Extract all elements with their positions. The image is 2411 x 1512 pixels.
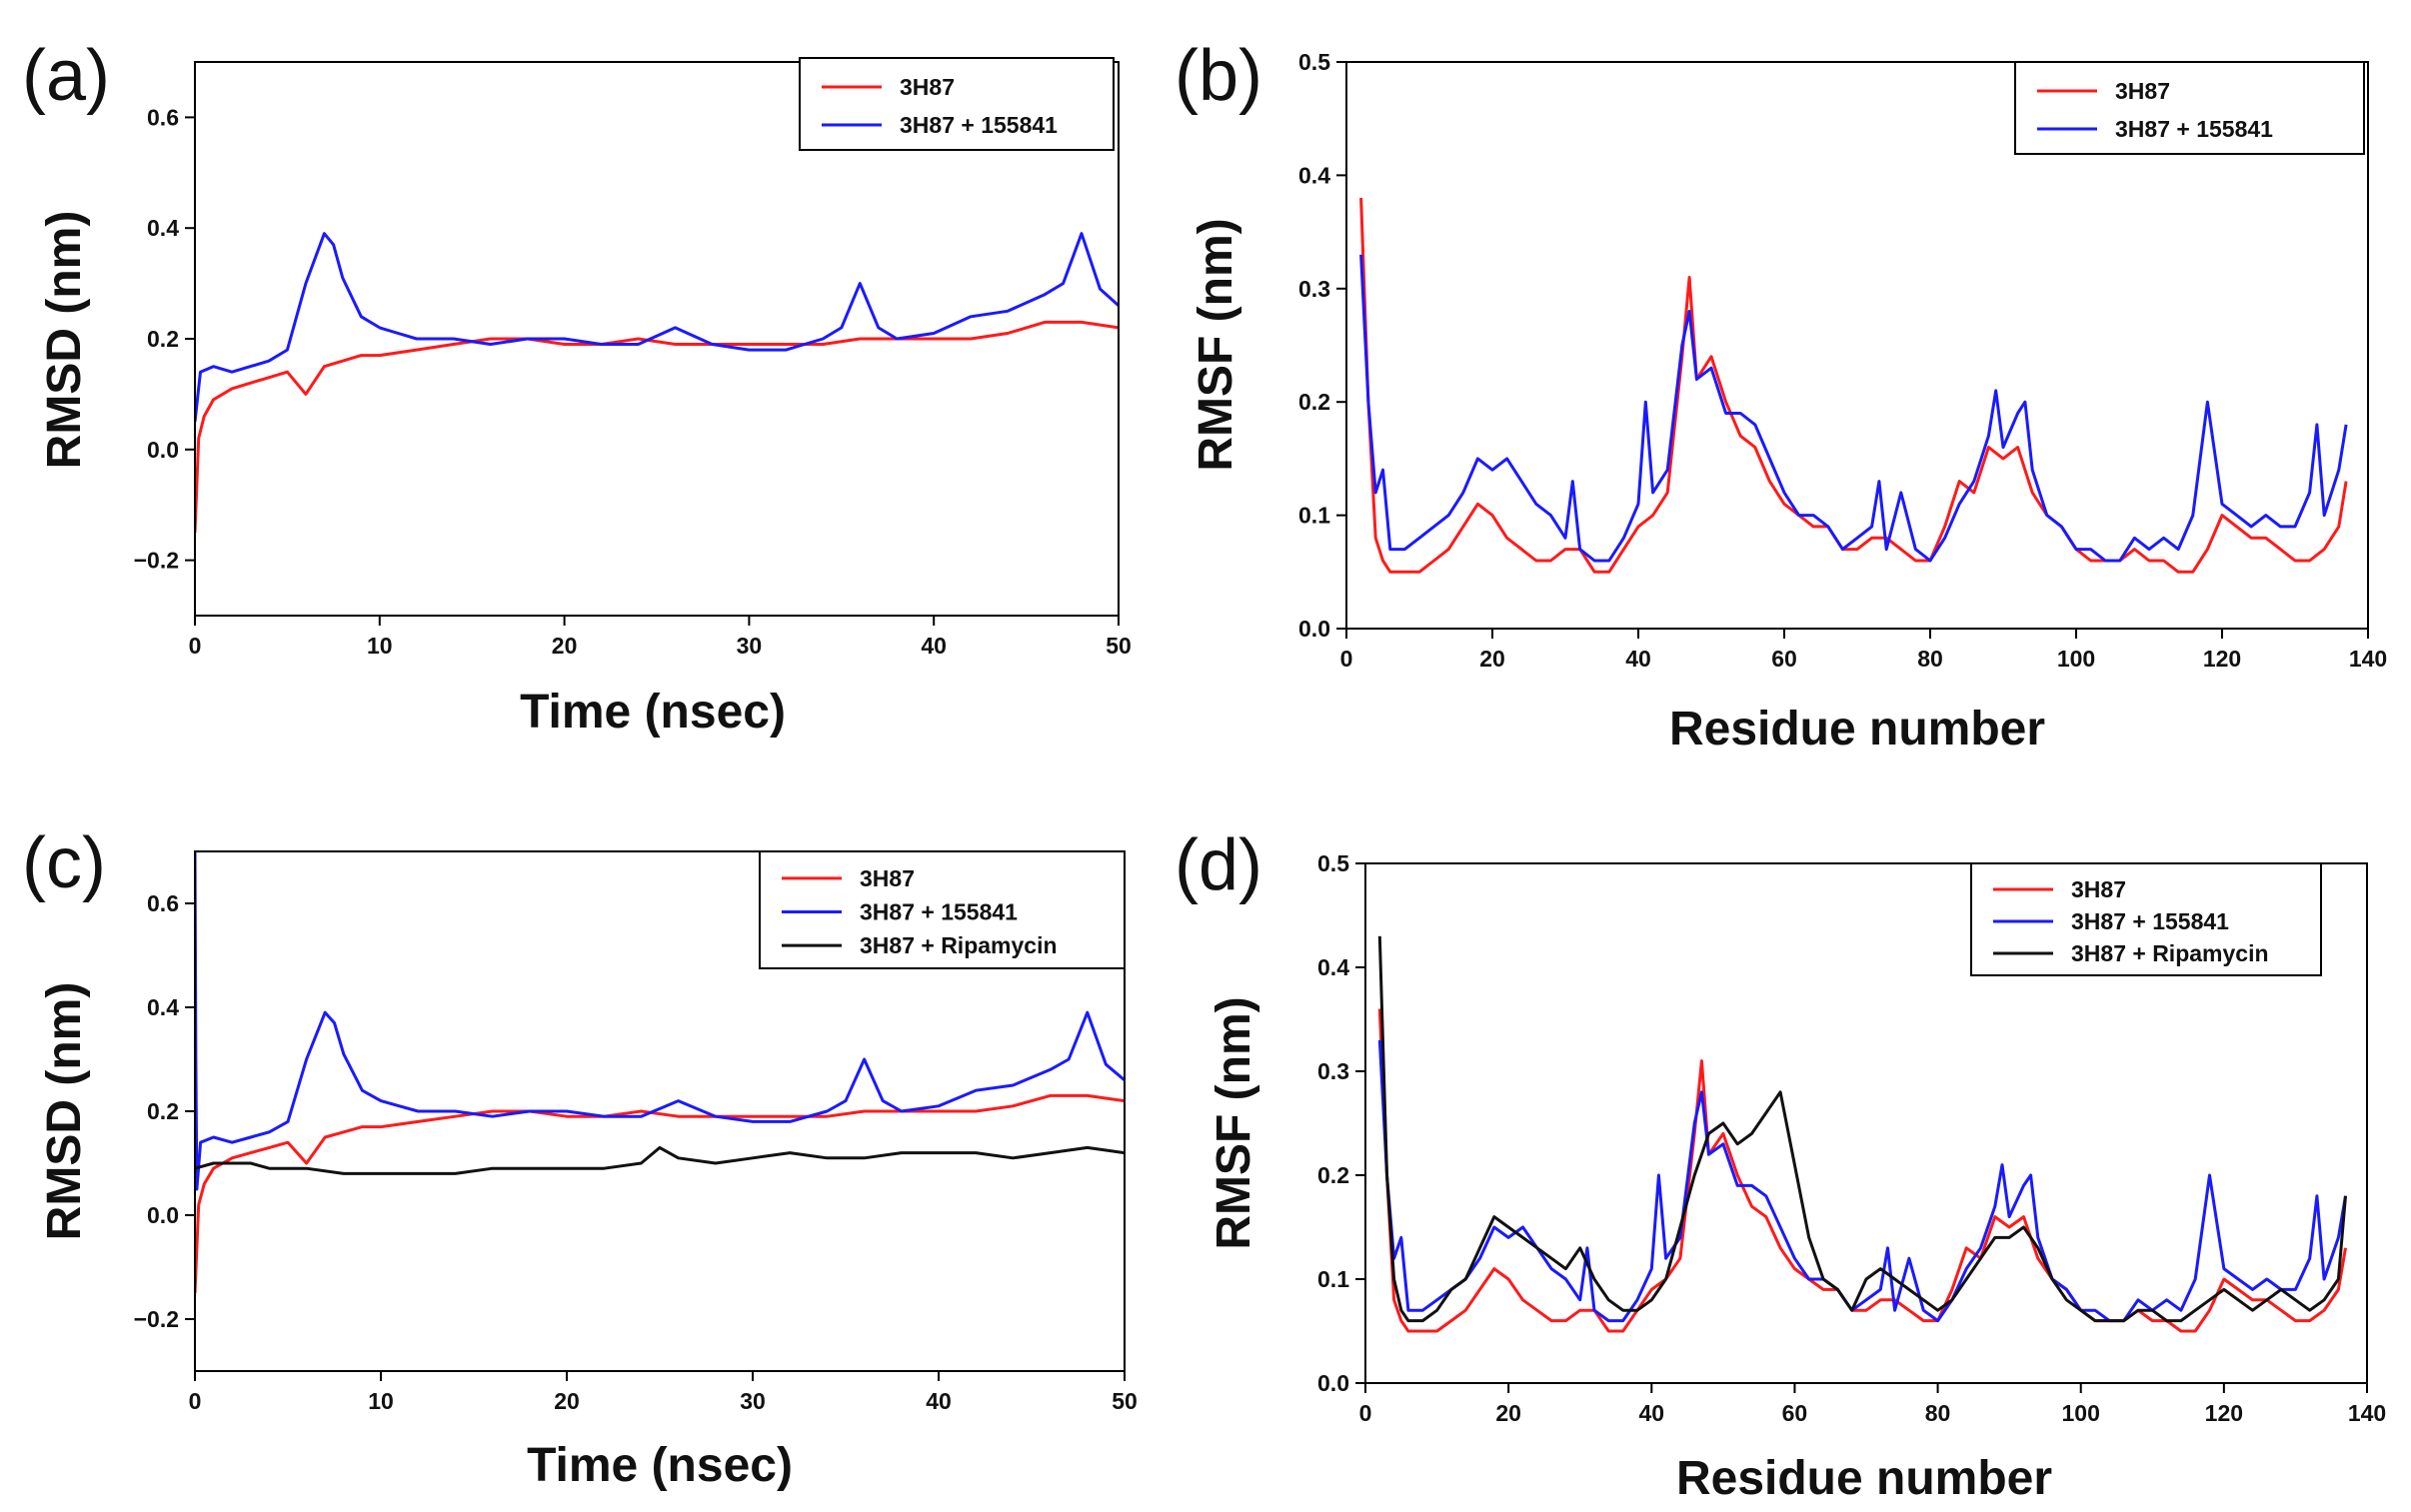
y-tick-label-c: −0.2	[134, 1306, 179, 1332]
x-tick-label-b: 60	[1771, 646, 1797, 672]
y-tick-label-d: 0.0	[1317, 1370, 1349, 1396]
x-tick-label-b: 140	[2349, 646, 2387, 672]
x-tick-label-a: 10	[367, 633, 393, 659]
y-tick-label-d: 0.3	[1317, 1058, 1349, 1084]
panel-label-b: (b)	[1175, 36, 1262, 116]
panel-c: (c) 0 10 20 30 40 50 −0.2 0.0 0.2 0.4 0.6 Time (nsec…	[22, 823, 1138, 1492]
legend-box-a	[799, 57, 1115, 151]
legend-entry-3h87-ripamycin-d: 3H87 + Ripamycin	[2071, 940, 2269, 966]
y-tick-label-b: 0.5	[1298, 49, 1330, 75]
x-tick-label-c: 20	[554, 1388, 580, 1414]
series-line-3h87-d	[1377, 1008, 2347, 1333]
y-axis-label-a: RMSD (nm)	[38, 211, 91, 470]
x-axis-label-a: Time (nsec)	[520, 686, 786, 739]
y-tick-label-a: 0.0	[147, 437, 179, 463]
y-tick-label-b: 0.1	[1298, 503, 1330, 529]
x-tick-label-c: 30	[740, 1388, 766, 1414]
y-tick-label-c: 0.4	[147, 994, 179, 1020]
legend-entry-3h87-d: 3H87	[2071, 876, 2126, 902]
y-tick-label-b: 0.0	[1298, 616, 1330, 642]
x-tick-label-b: 20	[1479, 646, 1505, 672]
x-tick-label-a: 50	[1106, 633, 1132, 659]
x-tick-label-d: 120	[2205, 1400, 2243, 1426]
panel-label-a: (a)	[22, 36, 110, 116]
legend-box-b	[2014, 61, 2365, 155]
series-line-3h87-a	[195, 320, 1119, 533]
x-axis-label-d: Residue number	[1676, 1452, 2052, 1505]
legend-d: 3H87 3H87 + 155841 3H87 + Ripamycin	[1970, 862, 2322, 976]
legend-entry-3h87-b: 3H87	[2115, 78, 2170, 104]
y-tick-label-a: 0.2	[147, 326, 179, 352]
panel-d: (d) 0 20 40 60 80 100 120 140 0.0 0.1 0.2 0.3 0.4 0.5 R…	[1175, 825, 2386, 1505]
legend-entry-3h87-155841-b: 3H87 + 155841	[2115, 116, 2273, 142]
x-tick-label-b: 100	[2057, 646, 2095, 672]
y-tick-label-b: 0.4	[1298, 162, 1330, 188]
y-tick-label-a: 0.6	[147, 104, 179, 130]
x-tick-label-b: 0	[1340, 646, 1353, 672]
x-tick-label-d: 40	[1638, 1400, 1664, 1426]
y-tick-label-a: −0.2	[134, 548, 179, 574]
y-axis-label-c: RMSD (nm)	[38, 982, 91, 1241]
legend-entry-3h87-155841-a: 3H87 + 155841	[900, 112, 1058, 138]
series-line-3h87-c	[195, 1093, 1125, 1294]
y-axis-label-d: RMSF (nm)	[1207, 996, 1260, 1249]
x-tick-label-b: 120	[2203, 646, 2241, 672]
y-tick-label-d: 0.2	[1317, 1162, 1349, 1188]
series-line-3h87-155841-d	[1377, 1039, 2347, 1323]
x-tick-label-c: 40	[926, 1388, 952, 1414]
x-tick-label-a: 0	[189, 633, 202, 659]
series-line-3h87-ripamycin-d	[1377, 935, 2347, 1323]
y-tick-label-c: 0.6	[147, 890, 179, 916]
x-axis-label-b: Residue number	[1669, 703, 2045, 756]
panel-b: (b) 0 20 40 60 80 100 120 140 0.0 0.1 0.2 0.3 0.4 0.5 R…	[1175, 36, 2387, 756]
legend-entry-3h87-c: 3H87	[860, 865, 915, 891]
x-tick-label-b: 80	[1917, 646, 1943, 672]
series-line-3h87-b	[1359, 198, 2348, 574]
legend-entry-3h87-a: 3H87	[900, 74, 955, 100]
plot-frame-b	[1345, 61, 2369, 630]
x-tick-label-d: 0	[1359, 1400, 1372, 1426]
legend-entry-3h87-155841-c: 3H87 + 155841	[860, 899, 1018, 925]
panel-a: (a) 0 10 20 30 40 50 −0.2 0.0 0.2 0.4 0.6 Time (nsec…	[22, 36, 1132, 739]
y-tick-label-c: 0.0	[147, 1202, 179, 1228]
y-tick-label-b: 0.3	[1298, 276, 1330, 302]
legend-box-c	[759, 850, 1126, 969]
legend-entry-3h87-155841-d: 3H87 + 155841	[2071, 908, 2229, 934]
y-tick-label-d: 0.1	[1317, 1266, 1349, 1292]
plot-frame-d	[1364, 862, 2368, 1384]
x-tick-label-a: 30	[737, 633, 763, 659]
y-tick-label-a: 0.4	[147, 215, 179, 241]
panel-label-d: (d)	[1175, 825, 1262, 905]
x-tick-label-d: 60	[1782, 1400, 1808, 1426]
series-line-3h87-ripamycin-c	[195, 1145, 1125, 1175]
x-tick-label-d: 80	[1925, 1400, 1951, 1426]
panel-label-c: (c)	[22, 823, 106, 903]
x-tick-label-d: 140	[2348, 1400, 2386, 1426]
y-tick-label-d: 0.4	[1317, 954, 1349, 980]
y-tick-label-b: 0.2	[1298, 389, 1330, 415]
series-line-3h87-155841-b	[1359, 254, 2348, 563]
legend-b: 3H87 3H87 + 155841	[2014, 61, 2365, 155]
y-axis-label-b: RMSF (nm)	[1190, 218, 1242, 471]
x-tick-label-c: 0	[189, 1388, 202, 1414]
series-line-3h87-155841-a	[195, 232, 1119, 423]
x-tick-label-a: 40	[921, 633, 947, 659]
x-tick-label-c: 50	[1112, 1388, 1138, 1414]
x-axis-label-c: Time (nsec)	[527, 1439, 793, 1492]
x-tick-label-c: 10	[368, 1388, 394, 1414]
legend-c: 3H87 3H87 + 155841 3H87 + Ripamycin	[759, 850, 1126, 969]
y-tick-label-d: 0.5	[1317, 850, 1349, 876]
x-tick-label-d: 100	[2062, 1400, 2100, 1426]
x-tick-label-b: 40	[1625, 646, 1651, 672]
x-tick-label-a: 20	[552, 633, 578, 659]
legend-entry-3h87-ripamycin-c: 3H87 + Ripamycin	[860, 932, 1058, 958]
y-tick-label-c: 0.2	[147, 1098, 179, 1124]
legend-a: 3H87 3H87 + 155841	[799, 57, 1115, 151]
series-line-3h87-155841-c	[195, 851, 1125, 1191]
x-tick-label-d: 20	[1495, 1400, 1521, 1426]
legend-box-d	[1970, 862, 2322, 976]
